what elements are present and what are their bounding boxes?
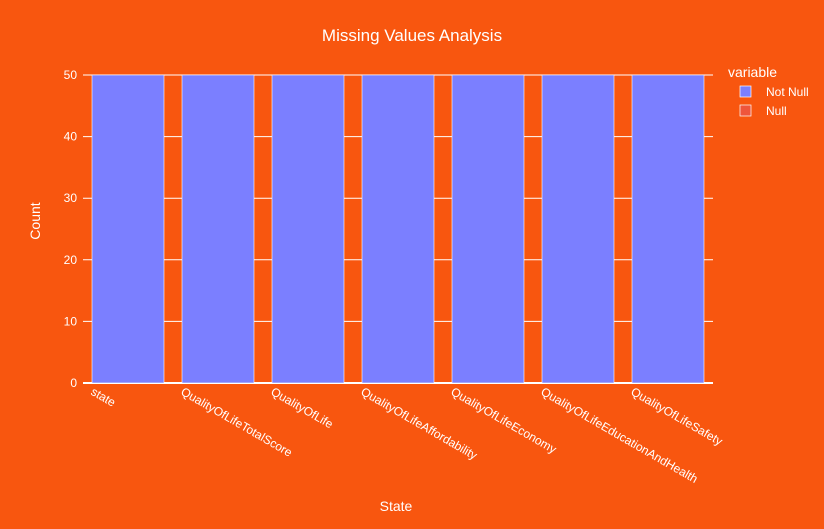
legend-item-label: Null xyxy=(766,104,787,118)
bar xyxy=(451,74,525,384)
y-tick-labels: 0 10 20 30 40 50 xyxy=(64,68,78,390)
bar xyxy=(631,74,705,384)
y-tick-label: 50 xyxy=(64,68,78,82)
bar xyxy=(91,74,165,384)
bar xyxy=(181,74,255,384)
legend-swatch xyxy=(739,104,752,117)
y-tick-label: 0 xyxy=(70,376,77,390)
legend-item-label: Not Null xyxy=(766,85,809,99)
legend-title: variable xyxy=(728,64,777,80)
x-axis-title: State xyxy=(380,498,413,514)
legend-swatch xyxy=(739,85,752,98)
bars xyxy=(91,74,705,384)
y-axis-title: Count xyxy=(27,202,43,239)
bar xyxy=(271,74,345,384)
x-tick-label: state xyxy=(89,384,119,409)
x-tick-label: QualityOfLife xyxy=(269,384,336,431)
bar xyxy=(361,74,435,384)
y-tick-label: 10 xyxy=(64,314,78,328)
y-tick-label: 30 xyxy=(64,191,78,205)
x-tick-label: QualityOfLifeSafety xyxy=(629,384,726,448)
y-tick-label: 20 xyxy=(64,253,78,267)
legend: variable Not Null Null xyxy=(728,64,809,118)
y-tick-label: 40 xyxy=(64,130,78,144)
x-tick-labels: state QualityOfLifeTotalScoreQualityOfLif… xyxy=(89,384,726,486)
x-tick-label: QualityOfLifeEducationAndHealth xyxy=(539,384,701,486)
bar xyxy=(541,74,615,384)
chart-title: Missing Values Analysis xyxy=(322,26,502,45)
